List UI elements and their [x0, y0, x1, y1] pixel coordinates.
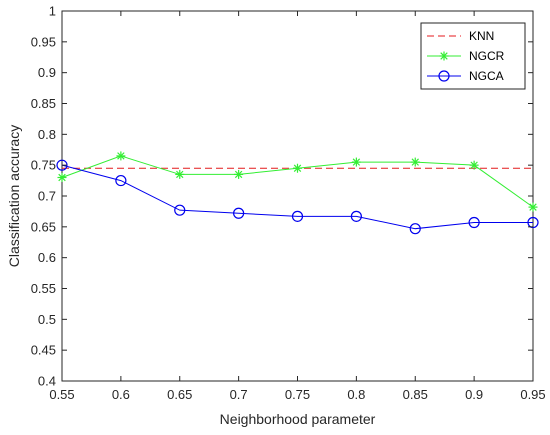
data-point-ngca: [468, 216, 480, 229]
y-tick-label: 0.7: [38, 189, 56, 204]
y-tick-label: 0.6: [38, 250, 56, 265]
y-tick-label: 0.95: [31, 34, 56, 49]
y-tick-label: 1: [49, 4, 56, 19]
data-point-ngca: [350, 210, 362, 222]
data-point-ngca: [527, 216, 539, 229]
data-point-ngcr: [410, 157, 420, 167]
data-point-ngcr: [116, 151, 126, 161]
x-tick-label: 0.95: [520, 387, 545, 402]
y-tick-label: 0.8: [38, 127, 56, 142]
data-point-ngcr: [175, 169, 185, 179]
y-tick-label: 0.9: [38, 65, 56, 80]
y-tick-label: 0.55: [31, 281, 56, 296]
legend: KNN NGCR NGCA: [420, 22, 526, 90]
legend-label-ngca: NGCA: [469, 69, 504, 83]
x-tick-label: 0.8: [347, 387, 365, 402]
y-tick-label: 0.4: [38, 374, 56, 389]
x-tick-label: 0.75: [285, 387, 310, 402]
data-point-ngcr: [234, 169, 244, 179]
x-tick-label: 0.9: [465, 387, 483, 402]
ticks-layer: 0.55 0.6 0.65 0.7 0.75 0.8 0.85 0.9 0.95 0.4 0.45 0…: [31, 4, 546, 403]
legend-marker-ngca: [438, 70, 450, 82]
data-point-ngcr: [469, 160, 479, 170]
x-tick-label: 0.7: [230, 387, 248, 402]
series-layer: [56, 151, 539, 235]
data-point-ngca: [409, 223, 421, 235]
y-tick-label: 0.85: [31, 96, 56, 111]
x-tick-label: 0.65: [167, 387, 192, 402]
x-tick-label: 0.55: [49, 387, 74, 402]
series-line-ngca: [61, 164, 533, 230]
legend-label-knn: KNN: [469, 29, 494, 43]
y-tick-label: 0.45: [31, 343, 56, 358]
legend-label-ngcr: NGCR: [469, 49, 505, 63]
data-point-ngca: [233, 207, 245, 219]
data-point-ngcr: [293, 163, 302, 173]
data-point-ngcr: [351, 157, 361, 167]
data-point-ngca: [115, 174, 127, 187]
legend-marker-ngcr: [439, 51, 449, 61]
x-tick-label: 0.6: [112, 387, 130, 402]
data-point-ngcr: [57, 173, 67, 182]
data-point-ngca: [291, 210, 304, 222]
data-point-ngcr: [528, 202, 538, 212]
y-tick-label: 0.65: [31, 219, 56, 234]
data-point-ngca: [174, 204, 186, 216]
y-tick-label: 0.75: [31, 158, 56, 173]
y-tick-label: 0.5: [38, 312, 56, 327]
x-axis-label: Neighborhood parameter: [220, 411, 376, 427]
y-axis-label: Classification accuracy: [6, 125, 22, 267]
x-tick-label: 0.85: [403, 387, 428, 402]
